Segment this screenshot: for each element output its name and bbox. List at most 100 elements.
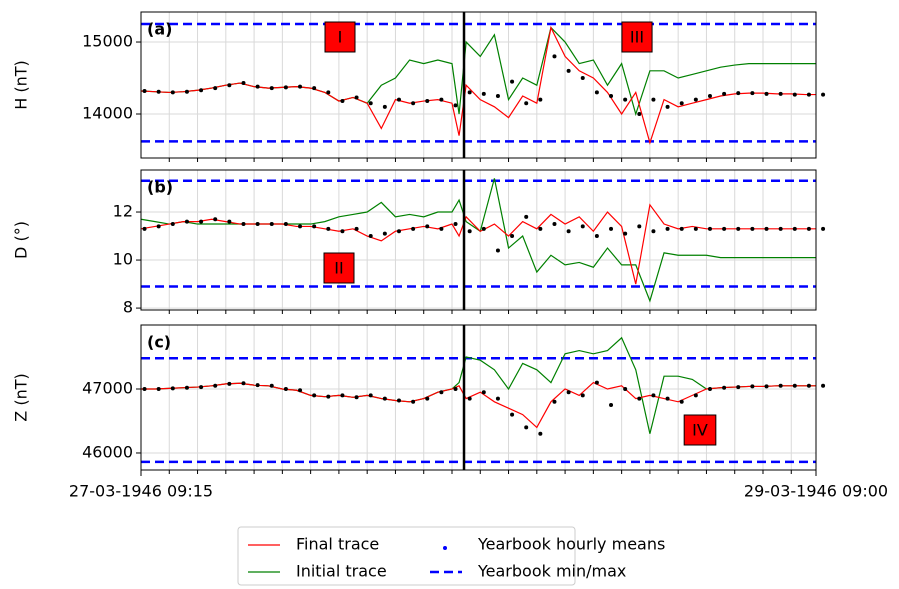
hourly-mean bbox=[425, 224, 430, 229]
legend-box bbox=[237, 526, 576, 586]
annotation-box bbox=[324, 21, 356, 53]
hourly-mean bbox=[326, 394, 331, 399]
hourly-mean bbox=[524, 101, 529, 106]
hourly-mean bbox=[396, 398, 401, 403]
hourly-mean bbox=[354, 95, 359, 100]
hourly-mean bbox=[736, 226, 741, 231]
hourly-mean bbox=[298, 388, 303, 393]
x-tick-label: 27-03-1946 09:15 bbox=[69, 482, 213, 501]
hourly-mean bbox=[481, 226, 486, 231]
y-axis-label: H (nT) bbox=[12, 60, 31, 110]
hourly-mean bbox=[396, 97, 401, 102]
hourly-mean bbox=[227, 381, 232, 386]
hourly-mean bbox=[566, 390, 571, 395]
y-tick-label: 14000 bbox=[82, 104, 133, 123]
hourly-mean bbox=[382, 104, 387, 109]
y-tick-label: 12 bbox=[113, 202, 133, 221]
panel-label: (c) bbox=[147, 333, 171, 352]
hourly-mean bbox=[184, 89, 189, 94]
hourly-mean bbox=[594, 90, 599, 95]
hourly-mean bbox=[665, 226, 670, 231]
hourly-mean bbox=[312, 224, 317, 229]
annotation: I bbox=[338, 28, 343, 47]
hourly-mean bbox=[467, 90, 472, 95]
hourly-mean bbox=[609, 226, 614, 231]
hourly-mean bbox=[298, 84, 303, 89]
hourly-mean bbox=[241, 81, 246, 86]
hourly-mean bbox=[453, 103, 458, 108]
hourly-mean bbox=[156, 386, 161, 391]
hourly-mean bbox=[792, 92, 797, 97]
hourly-mean bbox=[283, 222, 288, 227]
hourly-mean bbox=[354, 395, 359, 400]
hourly-mean bbox=[396, 229, 401, 234]
hourly-mean bbox=[679, 226, 684, 231]
hourly-mean bbox=[792, 226, 797, 231]
trace bbox=[140, 26, 816, 117]
hourly-mean bbox=[184, 385, 189, 390]
hourly-mean bbox=[693, 226, 698, 231]
hourly-mean bbox=[255, 383, 260, 388]
hourly-mean bbox=[750, 226, 755, 231]
hourly-mean bbox=[538, 226, 543, 231]
hourly-mean bbox=[623, 97, 628, 102]
annotation: II bbox=[334, 259, 343, 278]
hourly-mean bbox=[651, 229, 656, 234]
hourly-mean bbox=[269, 383, 274, 388]
hourly-mean bbox=[552, 222, 557, 227]
y-axis-label: D (°) bbox=[12, 221, 31, 259]
trace bbox=[140, 178, 816, 303]
hourly-mean bbox=[453, 386, 458, 391]
hourly-mean bbox=[722, 91, 727, 96]
annotation-box bbox=[683, 414, 717, 446]
hourly-mean bbox=[481, 91, 486, 96]
hourly-mean bbox=[736, 385, 741, 390]
hourly-mean bbox=[170, 386, 175, 391]
hourly-mean bbox=[637, 112, 642, 117]
hourly-mean bbox=[184, 219, 189, 224]
legend-label: Yearbook hourly means bbox=[477, 535, 665, 554]
annotation-box bbox=[621, 21, 653, 53]
hourly-mean bbox=[637, 396, 642, 401]
annotation: III bbox=[630, 28, 644, 47]
hourly-mean bbox=[156, 89, 161, 94]
hourly-mean bbox=[679, 101, 684, 106]
hourly-mean bbox=[821, 92, 826, 97]
hourly-mean bbox=[806, 383, 811, 388]
hourly-mean bbox=[495, 396, 500, 401]
hourly-mean bbox=[269, 222, 274, 227]
hourly-mean bbox=[453, 222, 458, 227]
hourly-mean bbox=[142, 88, 147, 93]
legend-label: Yearbook min/max bbox=[477, 562, 626, 581]
hourly-mean bbox=[821, 226, 826, 231]
hourly-mean bbox=[283, 386, 288, 391]
hourly-mean bbox=[750, 91, 755, 96]
y-tick-label: 47000 bbox=[82, 378, 133, 397]
hourly-mean bbox=[750, 384, 755, 389]
hourly-mean bbox=[778, 91, 783, 96]
hourly-mean bbox=[722, 385, 727, 390]
hourly-mean bbox=[510, 79, 515, 84]
trace bbox=[140, 25, 816, 145]
hourly-mean bbox=[170, 90, 175, 95]
hourly-mean bbox=[552, 54, 557, 59]
hourly-mean bbox=[199, 385, 204, 390]
hourly-mean bbox=[594, 380, 599, 385]
hourly-mean bbox=[679, 399, 684, 404]
hourly-mean bbox=[467, 396, 472, 401]
hourly-mean bbox=[354, 226, 359, 231]
frame bbox=[140, 169, 817, 311]
hourly-mean bbox=[524, 214, 529, 219]
hourly-mean bbox=[778, 226, 783, 231]
hourly-mean bbox=[255, 84, 260, 89]
hourly-mean bbox=[495, 248, 500, 253]
hourly-mean bbox=[806, 92, 811, 97]
hourly-mean bbox=[411, 101, 416, 106]
hourly-mean bbox=[227, 219, 232, 224]
hourly-mean bbox=[298, 224, 303, 229]
hourly-mean bbox=[326, 226, 331, 231]
x-tick-label: 29-03-1946 09:00 bbox=[744, 482, 888, 501]
y-tick-label: 46000 bbox=[82, 442, 133, 461]
hourly-mean bbox=[566, 68, 571, 73]
hourly-mean bbox=[255, 222, 260, 227]
